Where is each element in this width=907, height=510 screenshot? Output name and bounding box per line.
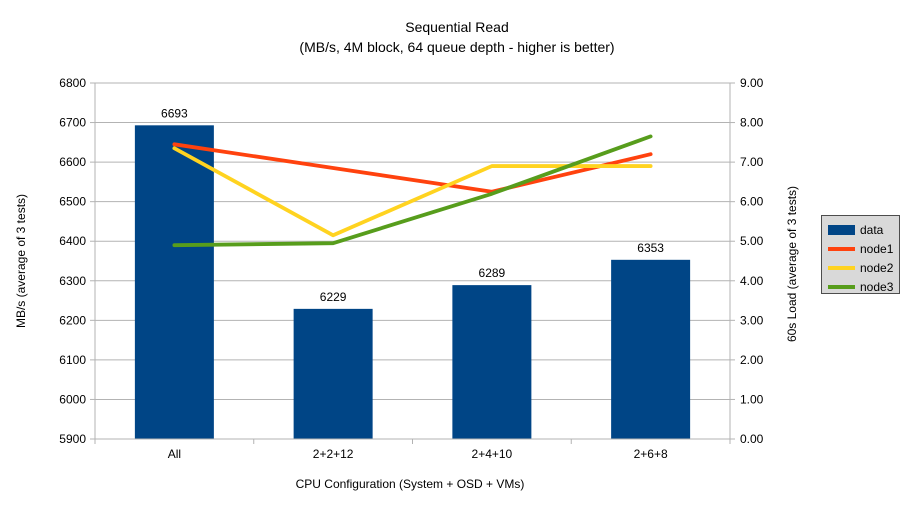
legend-item-data: data <box>828 220 899 239</box>
legend-label: data <box>860 222 884 237</box>
left-axis-tick-label: 6600 <box>59 155 86 169</box>
right-axis-tick-label: 8.00 <box>740 116 764 130</box>
x-axis-title: CPU Configuration (System + OSD + VMs) <box>295 477 525 491</box>
bar-series-data: 6693 6229 6289 6353 <box>134 106 691 439</box>
right-axis-tick-label: 3.00 <box>740 313 764 327</box>
right-axis-tick-label: 9.00 <box>740 76 764 90</box>
legend-item-node1: node1 <box>828 239 899 258</box>
line-series-node3 <box>172 134 653 248</box>
bar-value-label: 6229 <box>320 290 347 304</box>
bar-value-label: 6289 <box>479 266 506 280</box>
legend-item-node3: node3 <box>828 277 899 296</box>
chart-subtitle: (MB/s, 4M block, 64 queue depth - higher… <box>299 39 615 55</box>
axis-lines <box>90 82 735 444</box>
left-axis-tick-label: 5900 <box>59 432 86 446</box>
left-axis-title: MB/s (average of 3 tests) <box>14 193 28 329</box>
right-axis-title: 60s Load (average of 3 tests) <box>785 185 799 343</box>
left-axis-tick-label: 6700 <box>59 116 86 130</box>
bar-value-label: 6353 <box>637 241 664 255</box>
right-axis-tick-label: 6.00 <box>740 195 764 209</box>
line-series-node1 <box>172 142 653 194</box>
legend-swatch-data <box>828 224 855 235</box>
legend-label: node1 <box>860 241 894 256</box>
left-axis-tick-label: 6100 <box>59 353 86 367</box>
legend-swatch-node2 <box>828 265 855 270</box>
x-axis-category-label: All <box>168 447 181 461</box>
x-axis-category-label: 2+2+12 <box>313 447 354 461</box>
bar <box>452 285 532 439</box>
legend-item-node2: node2 <box>828 258 899 277</box>
left-axis-tick-label: 6500 <box>59 195 86 209</box>
chart-title-block: Sequential Read (MB/s, 4M block, 64 queu… <box>7 17 907 57</box>
right-axis-tick-label: 1.00 <box>740 392 764 406</box>
left-axis-tick-label: 6800 <box>59 76 86 90</box>
legend-label: node3 <box>860 279 894 294</box>
right-axis-tick-label: 5.00 <box>740 234 764 248</box>
left-axis-tick-label: 6200 <box>59 313 86 327</box>
bar <box>293 308 373 439</box>
left-axis-tick-label: 6400 <box>59 234 86 248</box>
x-axis-category-label: 2+6+8 <box>634 447 668 461</box>
bar <box>134 125 214 439</box>
left-axis-tick-label: 6300 <box>59 274 86 288</box>
right-axis-tick-label: 4.00 <box>740 274 764 288</box>
right-axis-tick-label: 7.00 <box>740 155 764 169</box>
legend-swatch-node3 <box>828 284 855 289</box>
axis-tick-labels: 6800 6700 6600 6500 6400 6300 6200 6100 6000 5900… <box>59 76 763 461</box>
legend-label: node2 <box>860 260 894 275</box>
chart-title: Sequential Read <box>405 19 509 35</box>
x-axis-category-label: 2+4+10 <box>472 447 513 461</box>
legend: data node1 node2 node3 <box>821 215 900 294</box>
legend-swatch-node1 <box>828 246 855 251</box>
bar <box>611 259 691 439</box>
bar-value-label: 6693 <box>161 106 188 120</box>
left-axis-tick-label: 6000 <box>59 392 86 406</box>
right-axis-tick-label: 2.00 <box>740 353 764 367</box>
right-axis-tick-label: 0.00 <box>740 432 764 446</box>
